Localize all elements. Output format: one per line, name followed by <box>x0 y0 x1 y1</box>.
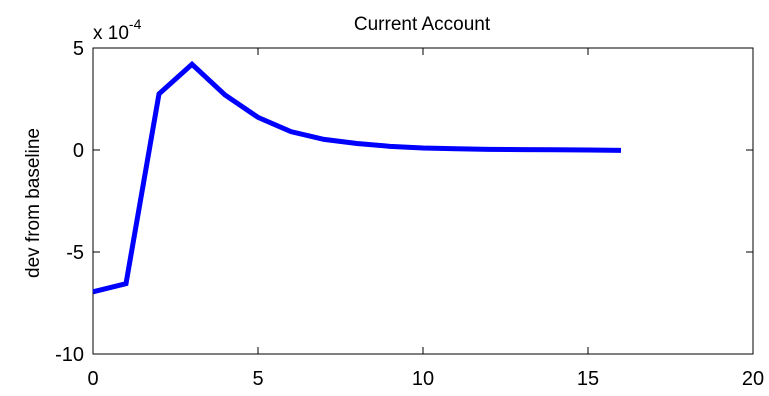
series-line <box>92 60 622 295</box>
y-tick-labels: -10 -5 0 5 <box>55 38 84 366</box>
chart-title: Current Account <box>354 14 491 35</box>
axis-exponent: x 10-4 <box>93 16 142 44</box>
y-tick-label: 0 <box>73 140 84 162</box>
y-axis-label: dev from baseline <box>23 128 44 278</box>
axis-exponent-base: x 10 <box>93 23 129 44</box>
x-tick-label: 15 <box>577 368 599 390</box>
plot-frame <box>92 47 754 355</box>
tick-marks <box>92 47 754 355</box>
y-tick-label: -10 <box>55 344 84 366</box>
x-tick-label: 5 <box>252 368 263 390</box>
x-tick-label: 20 <box>742 368 764 390</box>
y-tick-label: 5 <box>73 38 84 60</box>
y-tick-label: -5 <box>66 242 84 264</box>
axis-exponent-power: -4 <box>129 16 142 32</box>
x-tick-labels: 0 5 10 15 20 <box>87 368 764 390</box>
x-tick-label: 10 <box>412 368 434 390</box>
x-tick-label: 0 <box>87 368 98 390</box>
